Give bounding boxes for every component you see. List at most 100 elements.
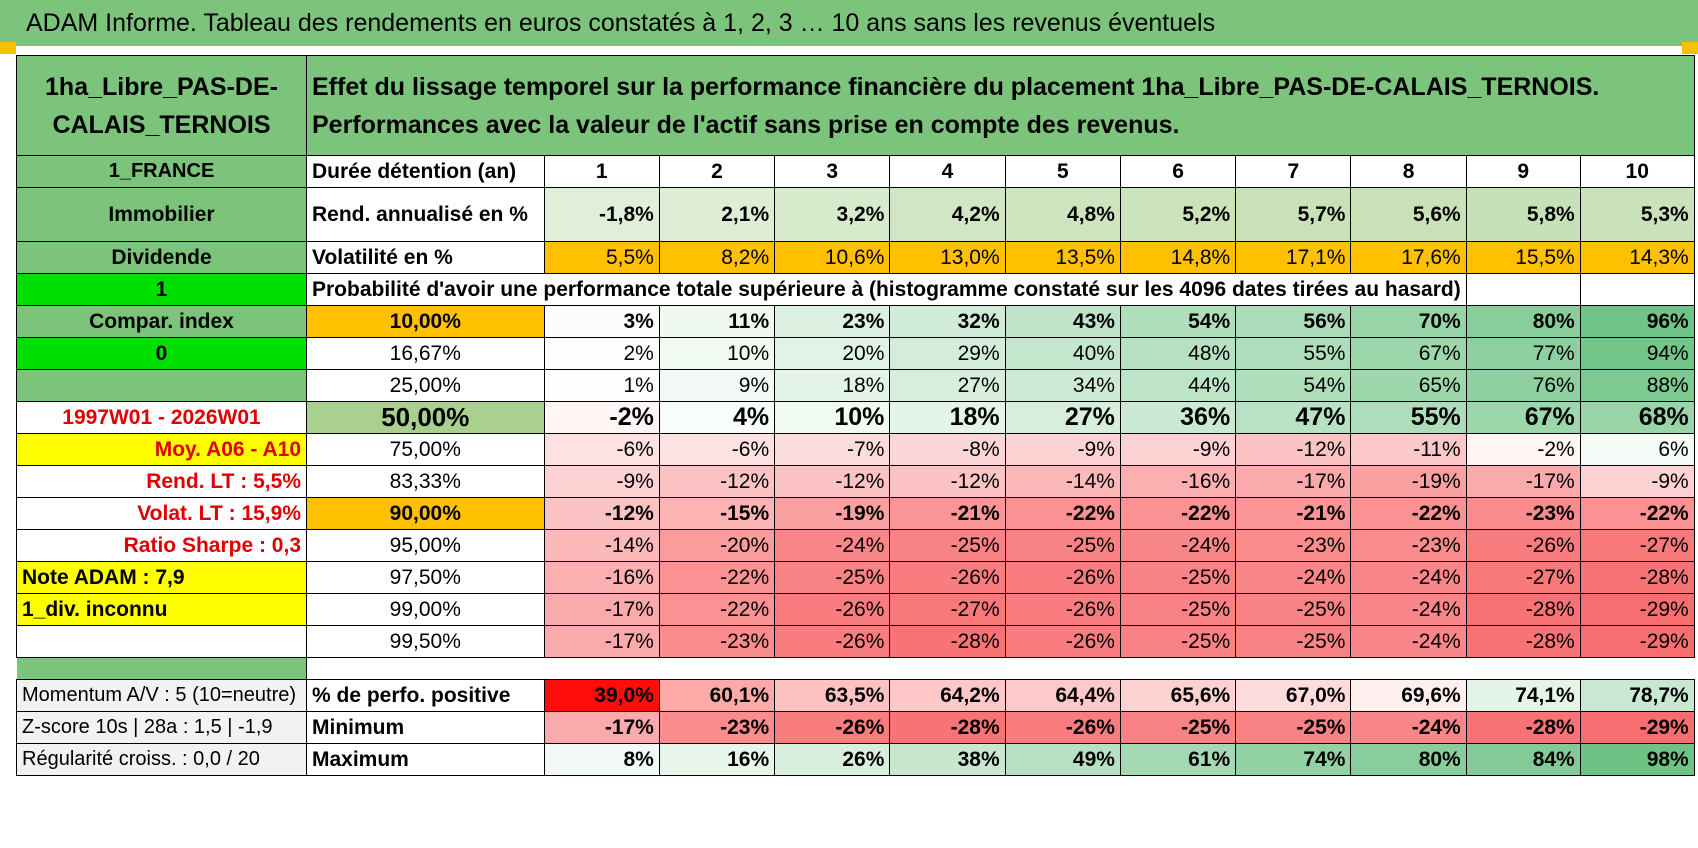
spacer-blank [307, 658, 1695, 680]
rend-cell: 5,6% [1350, 187, 1467, 242]
prob-cell: -12% [1235, 433, 1352, 466]
prob-cell: -9% [1579, 465, 1695, 498]
momentum-label: Momentum A/V : 5 (10=neutre) [16, 679, 307, 712]
prob-cell: 56% [1235, 305, 1352, 338]
prob-cell: 67% [1465, 401, 1581, 434]
percentile-label: 50,00% [306, 401, 545, 434]
sharpe-label: Ratio Sharpe : 0,3 [16, 529, 307, 562]
prob-cell: -24% [1350, 625, 1467, 658]
prob-cell: -12% [658, 465, 776, 498]
prob-cell: -22% [658, 561, 776, 594]
prob-cell: 27% [889, 369, 1006, 402]
prob-cell: -15% [658, 497, 776, 530]
year-header: 7 [1235, 155, 1352, 188]
percentile-label: 10,00% [306, 305, 545, 338]
zscore-label: Z-score 10s | 28a : 1,5 | -1,9 [16, 711, 307, 744]
percentile-label: 90,00% [306, 497, 545, 530]
prob-cell: -23% [658, 625, 776, 658]
prob-cell: 10% [774, 401, 891, 434]
rend-label: Rend. annualisé en % [306, 187, 545, 242]
min-cell: -28% [889, 711, 1006, 744]
regul-label: Régularité croiss. : 0,0 / 20 [16, 743, 307, 776]
prob-cell: 55% [1350, 401, 1467, 434]
rend-lt-label: Rend. LT : 5,5% [16, 465, 307, 498]
min-cell: -29% [1579, 711, 1695, 744]
pos-cell: 63,5% [774, 679, 891, 712]
prob-cell: -17% [543, 593, 660, 626]
pos-cell: 67,0% [1235, 679, 1352, 712]
prob-cell: 34% [1004, 369, 1121, 402]
prob-cell: -28% [889, 625, 1006, 658]
prob-cell: 54% [1235, 369, 1352, 402]
prob-cell: 18% [774, 369, 891, 402]
max-cell: 61% [1119, 743, 1237, 776]
vol-cell: 5,5% [543, 241, 660, 274]
vol-cell: 17,1% [1235, 241, 1352, 274]
spacer-green [16, 657, 307, 680]
percentile-label: 75,00% [306, 433, 545, 466]
min-cell: -23% [658, 711, 776, 744]
prob-cell: -16% [1119, 465, 1237, 498]
percentile-label: 97,50% [306, 561, 545, 594]
prob-cell: -25% [1235, 625, 1352, 658]
asset-title: 1ha_Libre_PAS-DE-CALAIS_TERNOIS [16, 55, 307, 156]
returns-table: 1ha_Libre_PAS-DE-CALAIS_TERNOIS Effet du … [16, 55, 1695, 776]
prob-cell: -19% [1350, 465, 1467, 498]
prob-cell: 47% [1235, 401, 1352, 434]
prob-cell: -22% [1350, 497, 1467, 530]
prob-cell: -2% [1465, 433, 1581, 466]
prob-cell: -28% [1465, 593, 1581, 626]
prob-cell: 43% [1004, 305, 1121, 338]
max-cell: 16% [658, 743, 776, 776]
duration-label: Durée détention (an) [306, 155, 545, 188]
max-cell: 8% [543, 743, 660, 776]
vol-cell: 13,0% [889, 241, 1006, 274]
min-label: Minimum [306, 711, 545, 744]
asset-class-label: Immobilier [16, 187, 307, 242]
vol-cell: 13,5% [1004, 241, 1121, 274]
pos-cell: 64,2% [889, 679, 1006, 712]
rend-cell: 2,1% [658, 187, 776, 242]
prob-cell: 32% [889, 305, 1006, 338]
vol-cell: 14,8% [1119, 241, 1237, 274]
vol-label: Volatilité en % [306, 241, 545, 274]
prob-cell: 94% [1579, 337, 1695, 370]
prob-cell: -29% [1579, 593, 1695, 626]
prob-cell: 80% [1465, 305, 1581, 338]
prob-cell: -28% [1579, 561, 1695, 594]
prob-cell: -23% [1350, 529, 1467, 562]
rend-cell: 5,3% [1579, 187, 1695, 242]
max-cell: 38% [889, 743, 1006, 776]
year-header: 6 [1119, 155, 1237, 188]
rend-cell: 4,2% [889, 187, 1006, 242]
max-cell: 26% [774, 743, 891, 776]
vol-cell: 8,2% [658, 241, 776, 274]
prob-cell: -2% [543, 401, 660, 434]
prob-cell: 77% [1465, 337, 1581, 370]
prob-cell: -25% [1119, 625, 1237, 658]
report-banner: ADAM Informe. Tableau des rendements en … [0, 0, 1698, 46]
percentile-label: 95,00% [306, 529, 545, 562]
pos-cell: 39,0% [543, 679, 660, 712]
prob-cell: 11% [658, 305, 776, 338]
prob-cell: -22% [1119, 497, 1237, 530]
prob-header: Probabilité d'avoir une performance tota… [306, 273, 1467, 306]
rend-cell: 4,8% [1004, 187, 1121, 242]
pos-cell: 74,1% [1465, 679, 1581, 712]
description-text: Effet du lissage temporel sur la perform… [306, 55, 1695, 156]
period-label: 1997W01 - 2026W01 [16, 401, 307, 434]
prob-cell: -14% [543, 529, 660, 562]
prob-cell: -23% [1235, 529, 1352, 562]
prob-cell: -26% [774, 593, 891, 626]
prob-cell: -25% [889, 529, 1006, 562]
prob-cell: -12% [543, 497, 660, 530]
max-cell: 84% [1465, 743, 1581, 776]
prob-cell: -24% [774, 529, 891, 562]
prob-cell: 23% [774, 305, 891, 338]
prob-cell: 68% [1579, 401, 1695, 434]
year-header: 5 [1004, 155, 1121, 188]
prob-cell: 27% [1004, 401, 1121, 434]
prob-cell: -27% [1465, 561, 1581, 594]
pos-cell: 69,6% [1350, 679, 1467, 712]
prob-cell: 36% [1119, 401, 1237, 434]
